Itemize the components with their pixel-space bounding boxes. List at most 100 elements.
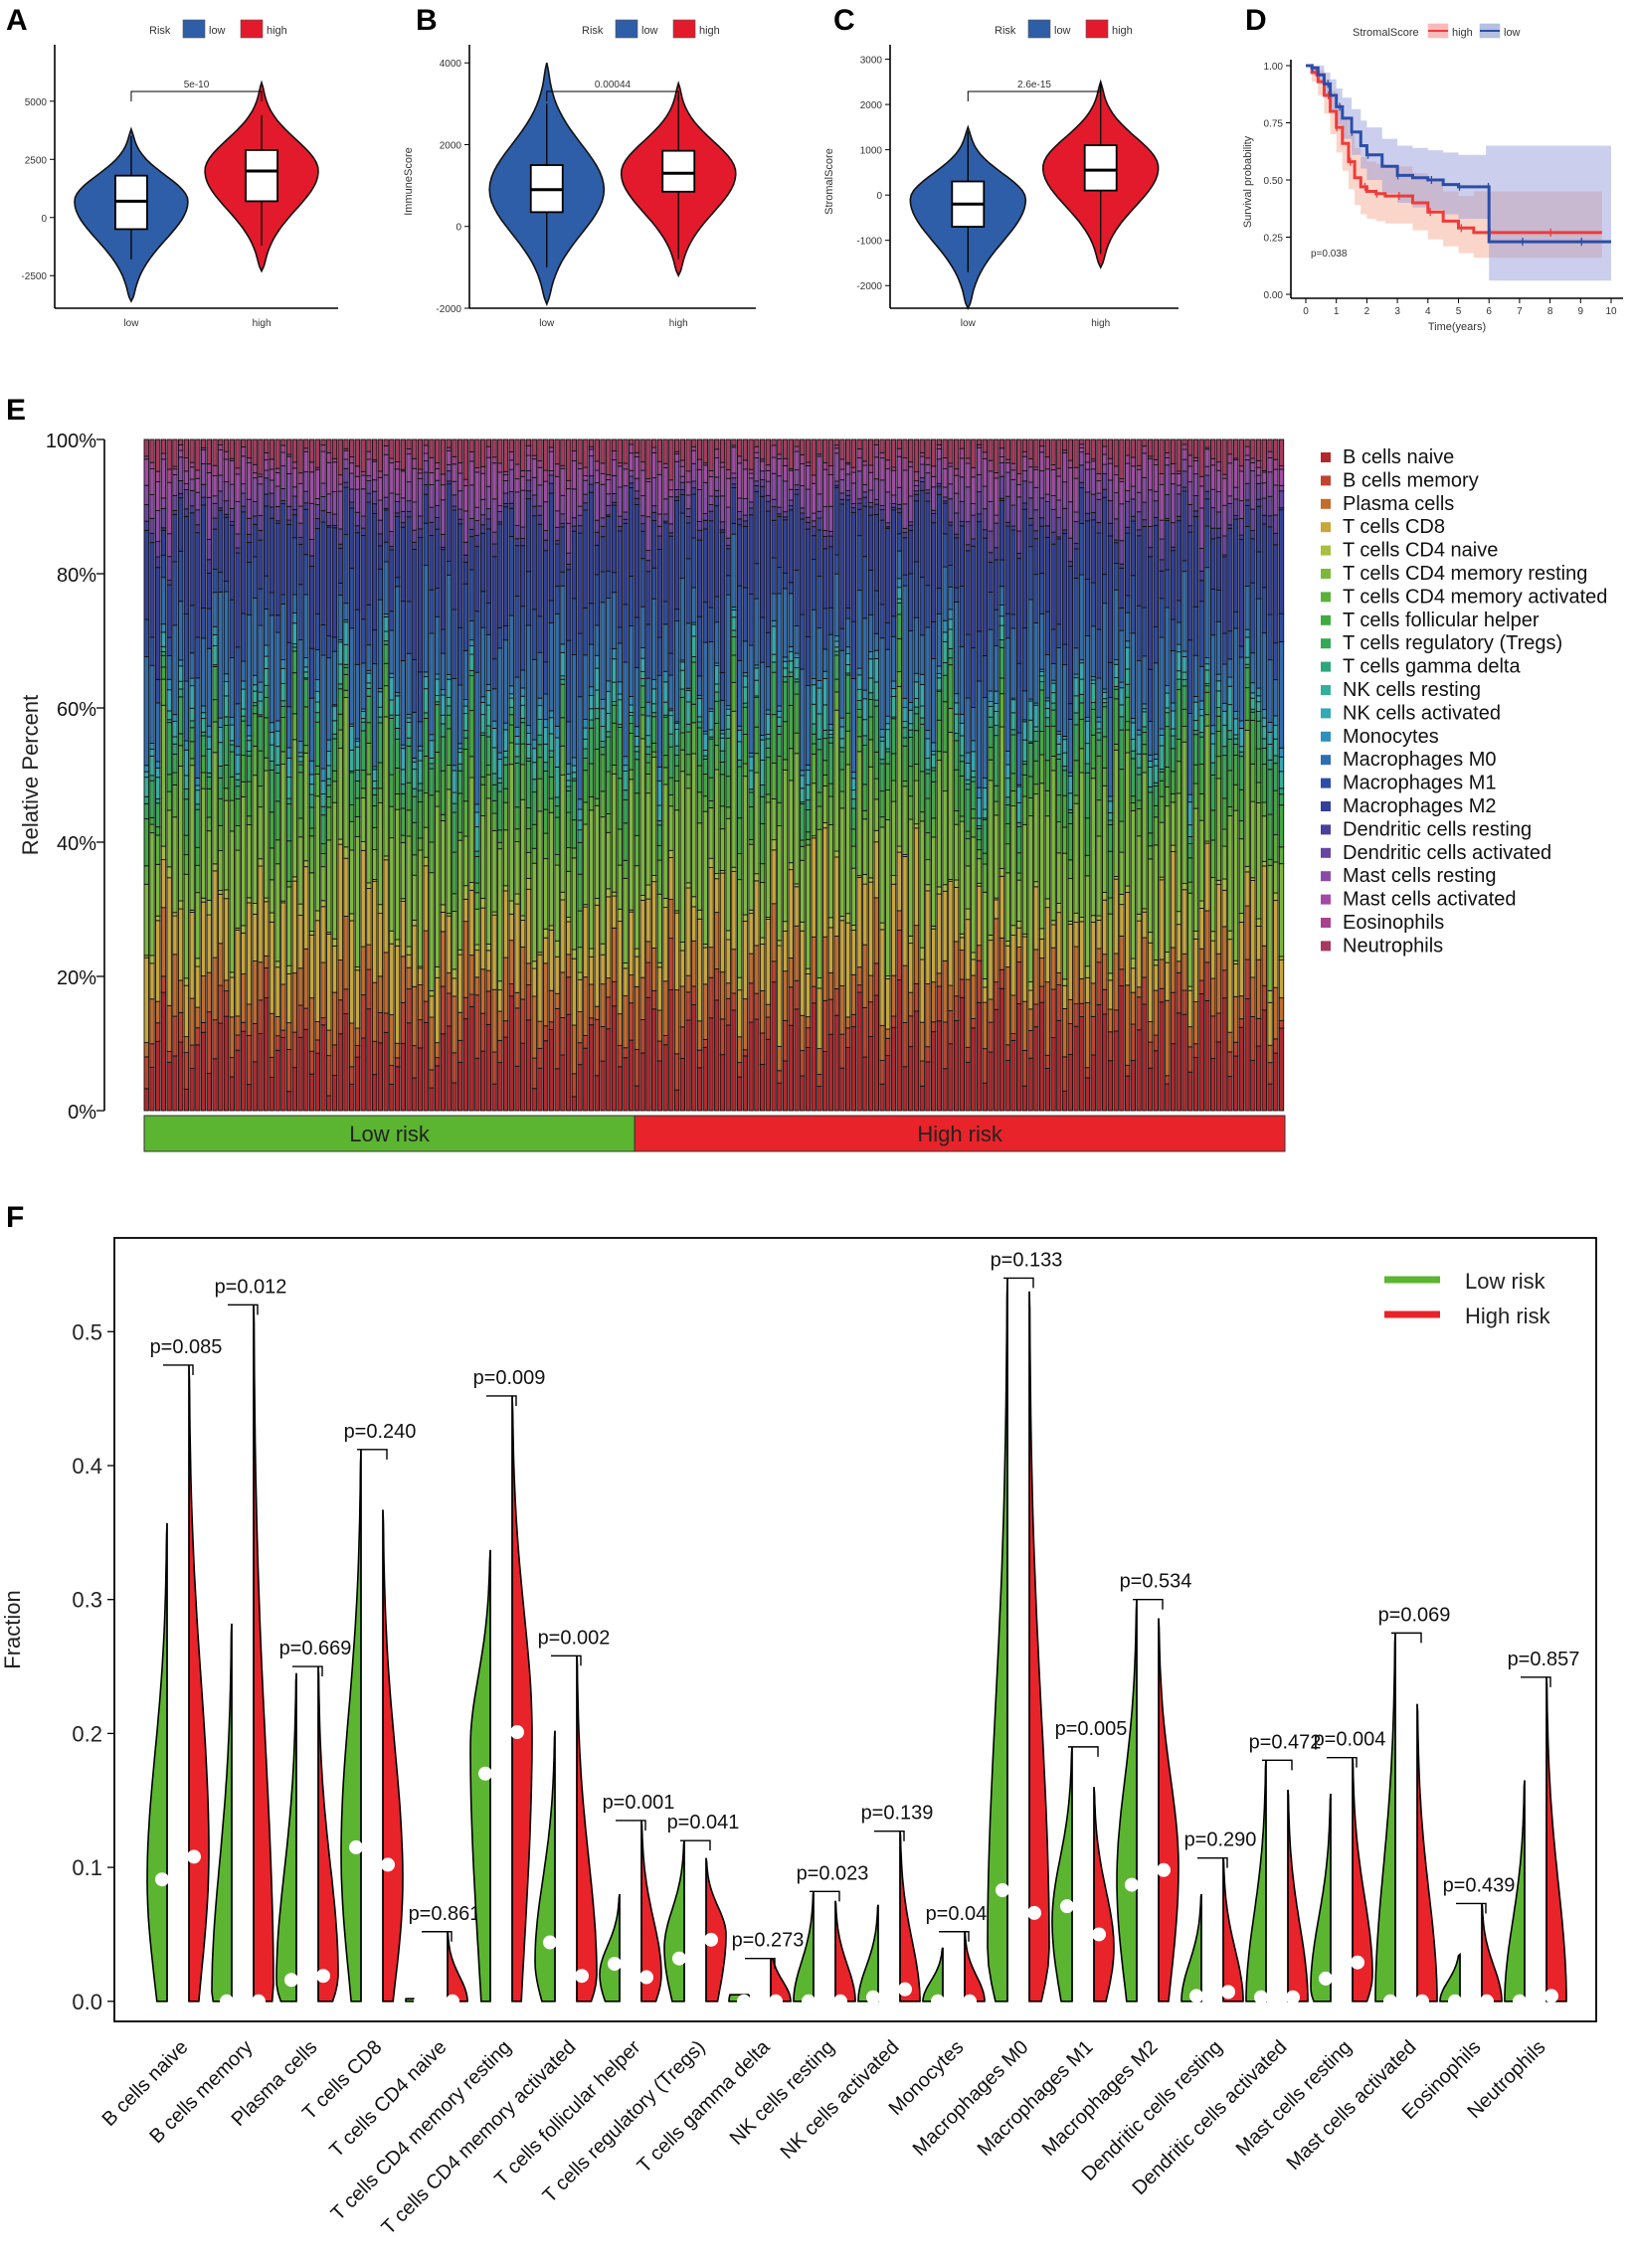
median-dot — [284, 1973, 298, 1988]
stack-segment — [1278, 1020, 1285, 1029]
stack-segment — [514, 743, 520, 758]
stack-segment — [953, 713, 960, 734]
stack-segment — [389, 837, 395, 932]
stack-segment — [1204, 685, 1210, 693]
stack-segment — [971, 808, 977, 819]
stack-segment — [554, 816, 560, 855]
stack-segment — [1244, 687, 1250, 721]
stack-segment — [554, 438, 560, 465]
y-tick-label: 80% — [57, 565, 96, 587]
stack-segment — [1102, 892, 1108, 901]
stack-segment — [143, 438, 149, 457]
stack-segment — [565, 785, 572, 791]
stack-segment — [314, 1021, 320, 1041]
stack-segment — [1090, 683, 1096, 704]
stack-segment — [668, 989, 674, 1112]
stack-segment — [1096, 739, 1102, 757]
stack-segment — [668, 777, 674, 795]
stack-segment — [1096, 721, 1102, 730]
stack-segment — [908, 461, 914, 467]
stack-segment — [1227, 738, 1233, 772]
stack-segment — [583, 906, 589, 978]
stack-segment — [560, 585, 566, 645]
stack-segment — [241, 708, 247, 717]
stack-segment — [291, 972, 298, 1033]
stack-segment — [629, 723, 635, 734]
stack-segment — [1107, 819, 1114, 825]
stack-segment — [702, 750, 708, 757]
stack-segment — [976, 680, 983, 788]
stack-segment — [349, 920, 355, 1024]
stack-segment — [160, 654, 167, 668]
stack-segment — [1221, 473, 1227, 479]
stack-segment — [1192, 938, 1199, 1003]
stack-segment — [867, 677, 874, 694]
stack-segment — [446, 714, 452, 730]
stack-segment — [902, 503, 908, 529]
stack-segment — [850, 828, 857, 847]
stack-segment — [423, 438, 429, 446]
stack-segment — [423, 865, 429, 932]
stack-segment — [833, 635, 839, 642]
stack-segment — [919, 634, 925, 675]
stack-segment — [617, 530, 623, 628]
stack-segment — [1096, 438, 1102, 474]
stack-segment — [1027, 457, 1033, 468]
stack-segment — [719, 737, 726, 752]
stack-segment — [885, 715, 891, 725]
stack-segment — [867, 613, 874, 652]
stack-segment — [982, 863, 988, 893]
stack-segment — [389, 1083, 395, 1112]
stack-segment — [1119, 540, 1125, 565]
stack-segment — [959, 646, 966, 715]
stack-segment — [1113, 663, 1119, 678]
stack-segment — [1198, 709, 1204, 717]
stack-segment — [269, 847, 275, 881]
stack-segment — [314, 721, 320, 767]
stack-segment — [1038, 517, 1045, 527]
stack-segment — [714, 722, 720, 747]
stack-segment — [976, 513, 983, 523]
stack-segment — [885, 818, 891, 977]
stack-segment — [543, 550, 549, 663]
stack-segment — [1170, 801, 1177, 846]
stack-segment — [177, 659, 184, 667]
stack-segment — [645, 754, 651, 764]
stack-segment — [269, 592, 275, 616]
stack-segment — [468, 777, 474, 883]
stack-segment — [1215, 879, 1222, 886]
stack-segment — [155, 915, 161, 922]
stack-segment — [971, 817, 977, 838]
stack-segment — [502, 729, 509, 752]
stack-segment — [474, 976, 480, 996]
stack-segment — [1130, 575, 1137, 634]
stack-segment — [417, 789, 424, 802]
stack-segment — [508, 502, 514, 509]
stack-segment — [468, 484, 474, 519]
stack-segment — [959, 500, 966, 522]
stack-segment — [1004, 966, 1010, 1046]
stack-segment — [412, 821, 418, 856]
stack-segment — [206, 573, 213, 610]
stack-segment — [754, 451, 760, 458]
stack-segment — [925, 758, 931, 771]
stack-segment — [673, 781, 680, 811]
stack-segment — [474, 803, 480, 813]
stack-segment — [1232, 755, 1239, 785]
stack-segment — [1187, 836, 1193, 844]
stack-segment — [1227, 685, 1233, 706]
stack-segment — [1038, 731, 1045, 756]
stack-segment — [554, 725, 560, 739]
stack-segment — [143, 957, 149, 1044]
stack-segment — [662, 681, 668, 703]
stack-segment — [258, 539, 264, 590]
stack-segment — [611, 492, 618, 503]
y-tick-label: 0.4 — [72, 1454, 102, 1479]
stack-segment — [389, 774, 395, 807]
stack-segment — [1033, 530, 1039, 540]
stack-segment — [988, 501, 994, 532]
stack-segment — [634, 746, 640, 753]
stack-segment — [942, 438, 948, 458]
stack-segment — [554, 737, 560, 768]
stack-segment — [583, 479, 589, 495]
